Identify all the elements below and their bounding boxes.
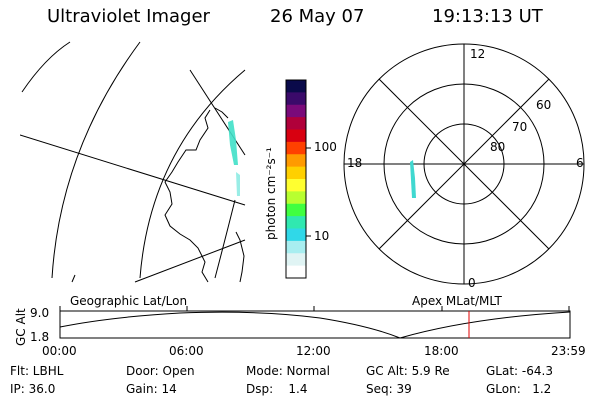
mlt-12-label: 12 [470,47,486,61]
status-door: Door: Open [126,364,195,378]
colorbar-segment [286,203,306,217]
colorbar-segment [286,154,306,168]
x-tick-1: 06:00 [169,344,204,358]
colorbar-segment [286,117,306,130]
colorbar-ticks [306,147,311,237]
x-tick-3: 18:00 [424,344,459,358]
status-gain: Gain: 14 [126,382,177,396]
polar-plot [343,43,585,285]
status-flt: Flt: LBHL [10,364,64,378]
geographic-label: Geographic Lat/Lon [70,294,188,308]
lat-60-label: 60 [536,98,552,112]
status-glon: GLon: 1.2 [486,382,552,396]
date-label: 26 May 07 [270,6,365,27]
mlt-18-label: 18 [347,156,363,170]
colorbar-segment [286,253,306,267]
colorbar-segment [286,166,306,180]
colorbar-segment [286,129,306,143]
mlt-6-label: 6 [576,156,584,170]
x-tick-4: 23:59 [551,344,586,358]
colorbar-segment [286,265,306,279]
altitude-ymax: 9.0 [30,306,50,320]
colorbar-segment [286,92,306,106]
lat-70-label: 70 [512,120,528,134]
mlt-0-label: 0 [468,276,476,290]
colorbar-segment [286,80,306,93]
colorbar-segment [286,216,306,229]
instrument-title: Ultraviolet Imager [47,6,210,27]
status-dsp: Dsp: 1.4 [246,382,308,396]
geographic-map [20,41,246,283]
colorbar-segment [286,179,306,192]
apex-label: Apex MLat/MLT [412,294,502,308]
colorbar-tick-100: 100 [314,140,337,154]
status-glat: GLat: -64.3 [486,364,553,378]
colorbar-segment [286,104,306,118]
altitude-ymin: 1.8 [30,330,50,344]
colorbar-frame [285,79,307,279]
time-label: 19:13:13 UT [432,6,543,27]
colorbar-unit-label: photon cm⁻²s⁻¹ [264,147,278,240]
x-tick-0: 00:00 [42,344,77,358]
colorbar-tick-10: 10 [314,229,330,243]
colorbar-segment [286,191,306,205]
colorbar-segment [286,228,306,242]
status-mode: Mode: Normal [246,364,330,378]
colorbar-segment [286,240,306,254]
x-tick-2: 12:00 [296,344,331,358]
status-ip: IP: 36.0 [10,382,56,396]
status-seq: Seq: 39 [366,382,412,396]
altitude-axis-title: GC Alt [14,308,28,346]
colorbar-segment [286,141,306,155]
colorbar [285,79,307,279]
lat-80-label: 80 [490,140,506,154]
altitude-plot [59,306,571,339]
status-gc-alt: GC Alt: 5.9 Re [366,364,450,378]
